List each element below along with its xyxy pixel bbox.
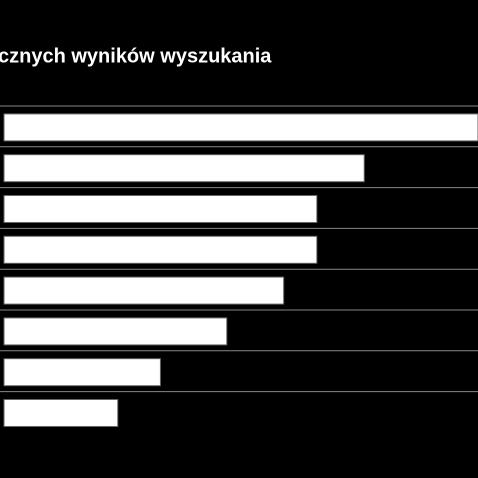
chart-title: cznych wyników wyszukania <box>0 45 272 67</box>
bar <box>3 195 318 223</box>
bar <box>3 317 228 346</box>
bar <box>3 399 119 427</box>
bar <box>3 276 285 305</box>
bar <box>3 358 161 387</box>
bar <box>3 235 318 264</box>
bar <box>3 154 365 183</box>
bar <box>3 113 478 142</box>
